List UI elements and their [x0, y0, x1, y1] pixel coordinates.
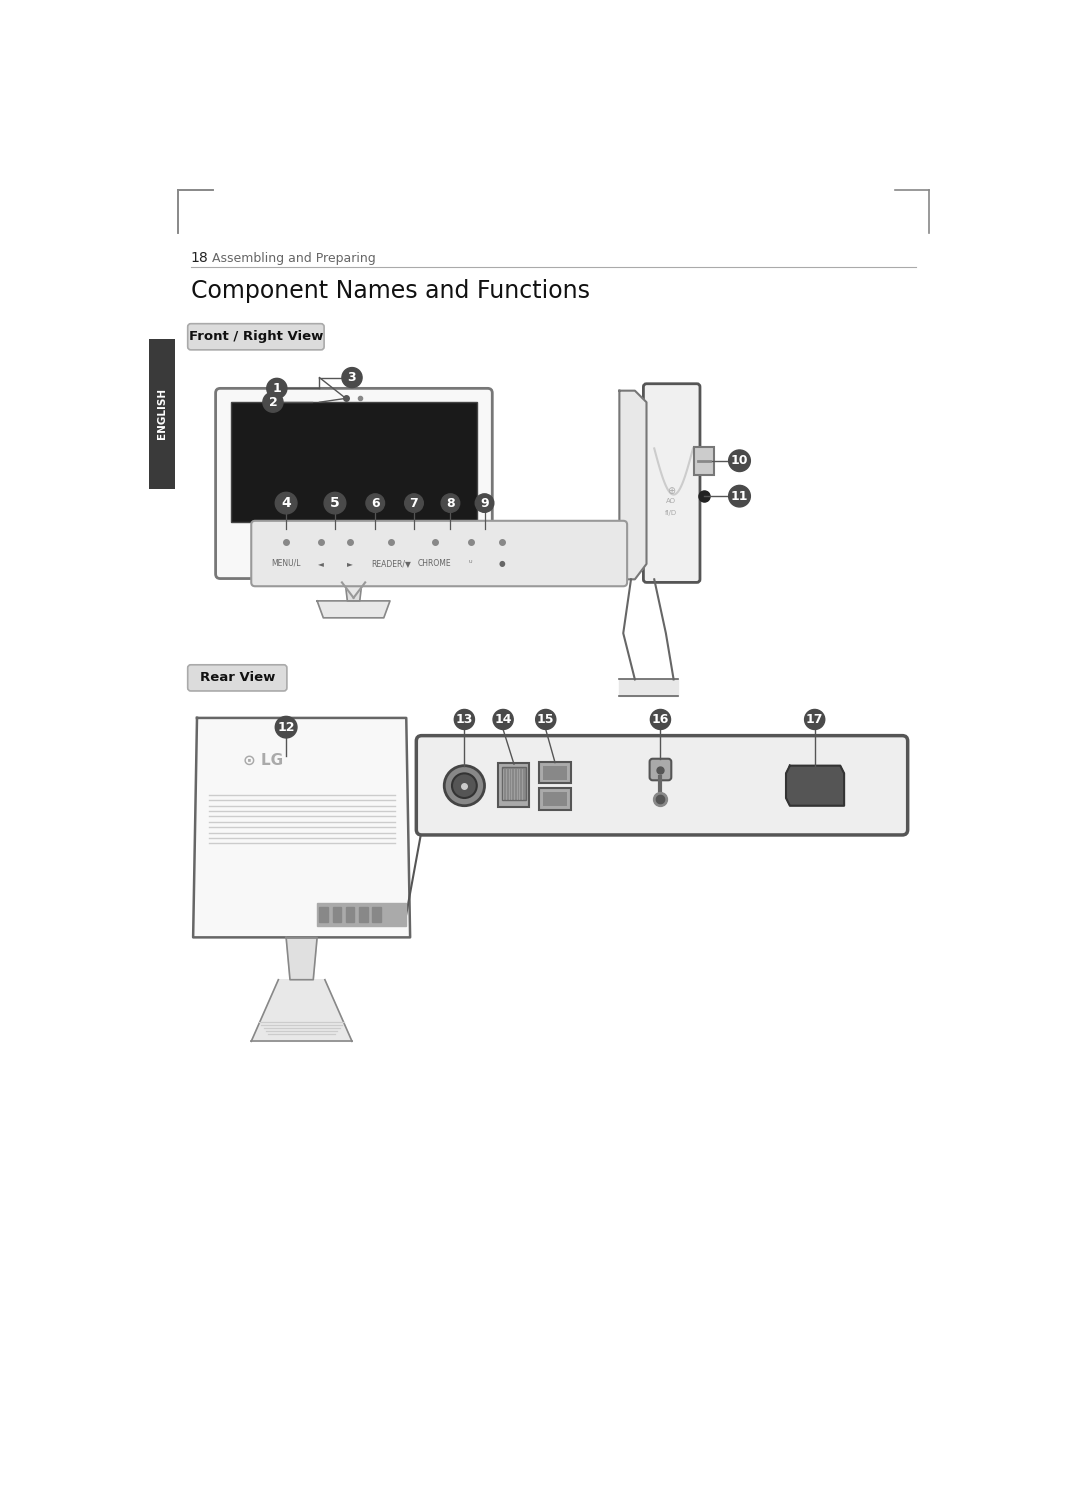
- Polygon shape: [193, 719, 410, 938]
- FancyBboxPatch shape: [539, 787, 571, 810]
- Polygon shape: [619, 391, 647, 580]
- Text: READER/▼: READER/▼: [370, 559, 410, 568]
- Circle shape: [650, 710, 671, 729]
- Polygon shape: [286, 938, 318, 980]
- Text: ⊙ LG: ⊙ LG: [327, 556, 349, 565]
- Text: 9: 9: [481, 497, 489, 510]
- Text: 14: 14: [495, 713, 512, 726]
- Circle shape: [475, 494, 494, 513]
- Text: 10: 10: [731, 455, 748, 467]
- Polygon shape: [345, 574, 363, 601]
- Polygon shape: [346, 907, 354, 921]
- Text: 17: 17: [806, 713, 823, 726]
- Polygon shape: [333, 907, 341, 921]
- Circle shape: [729, 450, 751, 471]
- Circle shape: [342, 368, 362, 388]
- Text: MENU/L: MENU/L: [271, 559, 301, 568]
- Text: 1: 1: [272, 382, 281, 395]
- Text: CHROME: CHROME: [418, 559, 451, 568]
- Circle shape: [455, 710, 474, 729]
- FancyBboxPatch shape: [416, 735, 907, 835]
- Text: Rear View: Rear View: [200, 671, 275, 684]
- Text: 6: 6: [370, 497, 379, 510]
- Text: ENGLISH: ENGLISH: [157, 388, 167, 440]
- Circle shape: [494, 710, 513, 729]
- FancyBboxPatch shape: [252, 520, 627, 586]
- Circle shape: [441, 494, 460, 513]
- Circle shape: [267, 379, 287, 398]
- Text: Component Names and Functions: Component Names and Functions: [191, 279, 590, 303]
- FancyBboxPatch shape: [188, 324, 324, 350]
- Circle shape: [405, 494, 423, 513]
- Text: Front / Right View: Front / Right View: [189, 331, 323, 343]
- Polygon shape: [318, 601, 390, 617]
- Text: ►: ►: [347, 559, 352, 568]
- Text: 13: 13: [456, 713, 473, 726]
- Circle shape: [451, 774, 476, 798]
- Polygon shape: [318, 902, 406, 926]
- Circle shape: [262, 392, 283, 412]
- Text: 11: 11: [731, 489, 748, 502]
- Circle shape: [275, 716, 297, 738]
- Polygon shape: [359, 907, 367, 921]
- Text: 8: 8: [446, 497, 455, 510]
- Polygon shape: [342, 583, 365, 598]
- FancyBboxPatch shape: [188, 665, 287, 690]
- Text: Assembling and Preparing: Assembling and Preparing: [213, 252, 376, 265]
- Text: 16: 16: [651, 713, 670, 726]
- FancyBboxPatch shape: [502, 768, 526, 801]
- Circle shape: [805, 710, 825, 729]
- FancyBboxPatch shape: [693, 447, 714, 474]
- Polygon shape: [373, 907, 380, 921]
- Circle shape: [729, 486, 751, 507]
- Circle shape: [536, 710, 556, 729]
- FancyBboxPatch shape: [644, 383, 700, 583]
- Text: 4: 4: [281, 497, 291, 510]
- Text: 18: 18: [191, 250, 208, 265]
- Text: 3: 3: [348, 371, 356, 385]
- FancyBboxPatch shape: [649, 759, 672, 780]
- Text: 7: 7: [409, 497, 418, 510]
- Circle shape: [366, 494, 384, 513]
- FancyBboxPatch shape: [539, 762, 571, 783]
- FancyBboxPatch shape: [149, 338, 175, 489]
- Text: ⊙ LG: ⊙ LG: [243, 753, 283, 768]
- Circle shape: [324, 492, 346, 514]
- FancyBboxPatch shape: [542, 766, 567, 780]
- Text: ᵁ: ᵁ: [469, 559, 472, 568]
- Circle shape: [275, 492, 297, 514]
- Text: fi/D: fi/D: [665, 510, 677, 516]
- Text: ◄: ◄: [319, 559, 324, 568]
- Text: 15: 15: [537, 713, 554, 726]
- Text: AO: AO: [666, 498, 676, 504]
- Polygon shape: [252, 980, 352, 1041]
- Text: 12: 12: [278, 720, 295, 734]
- Text: ⊕: ⊕: [667, 486, 675, 497]
- Polygon shape: [619, 680, 677, 696]
- Text: 2: 2: [269, 395, 278, 409]
- FancyBboxPatch shape: [231, 403, 476, 522]
- Circle shape: [444, 766, 485, 805]
- Text: 5: 5: [330, 497, 340, 510]
- FancyBboxPatch shape: [542, 792, 567, 805]
- Polygon shape: [786, 766, 845, 805]
- Text: ●: ●: [498, 559, 504, 568]
- FancyBboxPatch shape: [499, 763, 529, 807]
- FancyBboxPatch shape: [216, 388, 492, 579]
- Polygon shape: [320, 907, 328, 921]
